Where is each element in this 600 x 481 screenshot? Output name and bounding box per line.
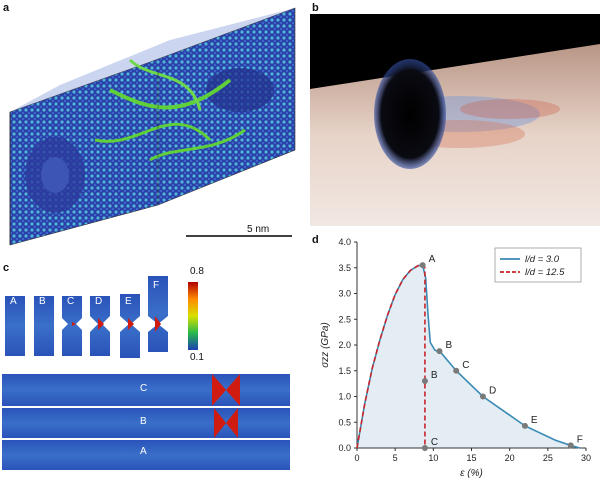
point-label-C: C bbox=[462, 360, 469, 371]
row-label-B: B bbox=[140, 416, 147, 427]
point-marker-A bbox=[419, 262, 426, 269]
panel-label-d: d bbox=[312, 234, 319, 246]
stress-strain-chart: 0.0 0.5 1.0 1.5 2.0 2.5 3.0 3.5 4.0 0 5 10 15 20 25 30 ε… bbox=[320, 237, 591, 479]
x-tick-label: 10 bbox=[428, 453, 438, 463]
panel-a-simulation-image bbox=[9, 7, 296, 246]
rod-label-D: D bbox=[95, 296, 103, 307]
point-marker-E bbox=[521, 422, 528, 429]
rod-label-A: A bbox=[10, 296, 17, 307]
point-label-F: F bbox=[577, 434, 583, 445]
y-axis-label: σzz (GPa) bbox=[320, 322, 331, 367]
y-tick-label: 2.0 bbox=[338, 340, 351, 350]
panel-b-surface-image bbox=[310, 14, 600, 226]
y-tick-label: 0.0 bbox=[338, 443, 351, 453]
point-label-B: B bbox=[445, 340, 452, 351]
point-marker-C bbox=[453, 367, 460, 374]
point-label-B: B bbox=[431, 370, 438, 381]
point-marker-C bbox=[421, 445, 428, 451]
legend-label-0: l/d = 3.0 bbox=[525, 254, 560, 265]
panel-label-c: c bbox=[3, 262, 10, 274]
colorbar bbox=[188, 282, 198, 350]
row-label-C: C bbox=[140, 383, 148, 394]
x-tick-label: 5 bbox=[393, 453, 398, 463]
y-tick-label: 2.5 bbox=[338, 314, 351, 324]
panel-label-b: b bbox=[312, 2, 319, 14]
scale-bar-label: 5 nm bbox=[247, 224, 270, 235]
colorbar-min-label: 0.1 bbox=[190, 352, 204, 363]
x-tick-label: 0 bbox=[354, 453, 359, 463]
point-label-D: D bbox=[489, 386, 496, 397]
y-tick-label: 3.0 bbox=[338, 289, 351, 299]
point-label-C: C bbox=[431, 437, 438, 448]
x-tick-label: 20 bbox=[505, 453, 515, 463]
y-tick-label: 3.5 bbox=[338, 263, 351, 273]
y-tick-label: 1.5 bbox=[338, 366, 351, 376]
point-marker-B bbox=[436, 348, 443, 355]
rod-label-C: C bbox=[67, 296, 75, 307]
area-fill bbox=[357, 265, 580, 448]
rod-label-B: B bbox=[39, 296, 46, 307]
point-label-E: E bbox=[531, 415, 538, 426]
row-label-A: A bbox=[140, 446, 147, 457]
colorbar-max-label: 0.8 bbox=[190, 266, 204, 277]
rod-label-F: F bbox=[153, 280, 160, 291]
y-tick-label: 0.5 bbox=[338, 417, 351, 427]
y-tick-label: 1.0 bbox=[338, 392, 351, 402]
point-label-A: A bbox=[429, 254, 436, 265]
legend-label-1: l/d = 12.5 bbox=[525, 267, 565, 278]
point-marker-B bbox=[421, 378, 428, 385]
panel-label-a: a bbox=[3, 2, 10, 14]
legend-box bbox=[494, 247, 582, 283]
x-tick-label: 30 bbox=[581, 453, 591, 463]
point-marker-D bbox=[479, 393, 486, 400]
rod-label-E: E bbox=[125, 296, 132, 307]
x-tick-label: 25 bbox=[543, 453, 553, 463]
series-line-0 bbox=[356, 264, 581, 449]
x-axis-label: ε (%) bbox=[460, 468, 483, 479]
y-tick-label: 4.0 bbox=[338, 237, 351, 247]
x-tick-label: 15 bbox=[466, 453, 476, 463]
point-marker-F bbox=[567, 442, 574, 449]
panel-c-rods-image bbox=[2, 276, 290, 470]
